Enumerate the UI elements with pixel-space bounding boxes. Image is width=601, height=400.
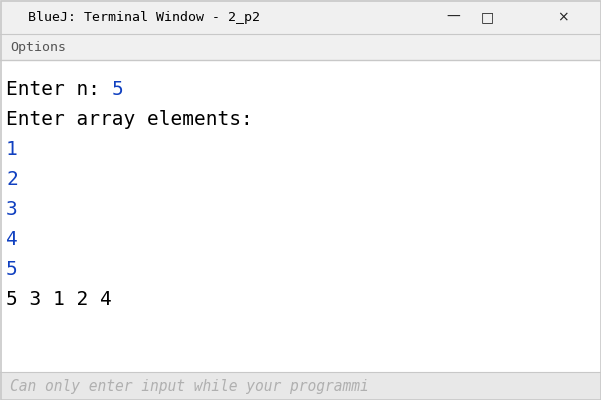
Text: 1: 1 (6, 140, 18, 159)
Text: ×: × (557, 10, 569, 24)
Bar (0, 372, 601, 400)
Text: Can only enter input while your programmi: Can only enter input while your programm… (10, 378, 369, 394)
Text: 4: 4 (6, 230, 18, 249)
Bar (0, 34, 601, 60)
Text: Enter n:: Enter n: (6, 80, 112, 99)
Text: Options: Options (10, 40, 66, 54)
Text: 5: 5 (111, 80, 123, 99)
Text: 5 3 1 2 4: 5 3 1 2 4 (6, 290, 112, 309)
Text: BlueJ: Terminal Window - 2_p2: BlueJ: Terminal Window - 2_p2 (28, 10, 260, 24)
Text: 5: 5 (6, 260, 18, 279)
Text: 3: 3 (6, 200, 18, 219)
Text: □: □ (480, 10, 493, 24)
Text: 2: 2 (6, 170, 18, 189)
Text: Enter array elements:: Enter array elements: (6, 110, 253, 129)
Text: —: — (446, 10, 460, 24)
Bar (0, 60, 601, 372)
Bar (0, 0, 601, 34)
